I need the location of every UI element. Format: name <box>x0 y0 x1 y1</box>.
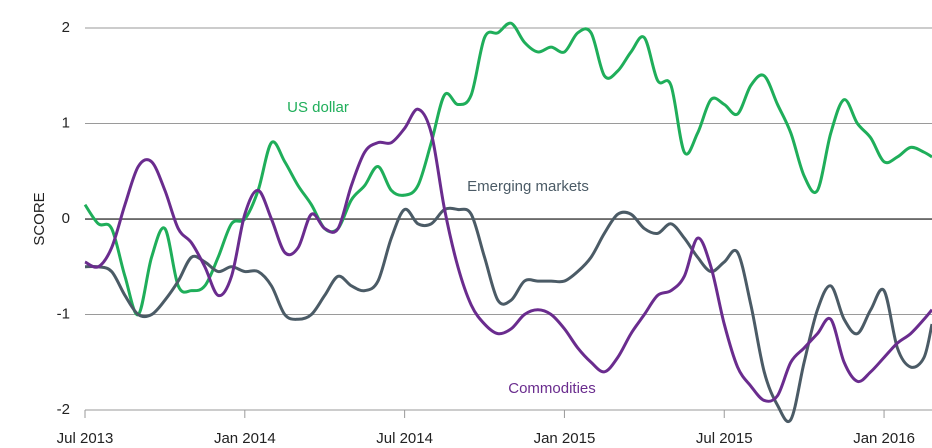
y-axis-label: SCORE <box>31 192 48 245</box>
y-tick-label: 1 <box>62 115 70 132</box>
series-label: Commodities <box>508 380 596 397</box>
series-line <box>84 206 932 423</box>
series-label: US dollar <box>287 99 349 116</box>
x-tick-label: Jan 2016 <box>853 430 915 447</box>
y-tick-label: 0 <box>62 210 70 227</box>
x-tick-label: Jul 2014 <box>376 430 433 447</box>
y-tick-label: -2 <box>57 401 70 418</box>
x-tick-label: Jul 2015 <box>696 430 753 447</box>
series-line <box>83 21 932 317</box>
x-tick-label: Jan 2014 <box>214 430 276 447</box>
y-tick-label: 2 <box>62 19 70 36</box>
x-tick-label: Jan 2015 <box>534 430 596 447</box>
x-tick-label: Jul 2013 <box>57 430 114 447</box>
y-tick-label: -1 <box>57 305 70 322</box>
series-label: Emerging markets <box>467 178 589 195</box>
series-line <box>84 107 932 403</box>
